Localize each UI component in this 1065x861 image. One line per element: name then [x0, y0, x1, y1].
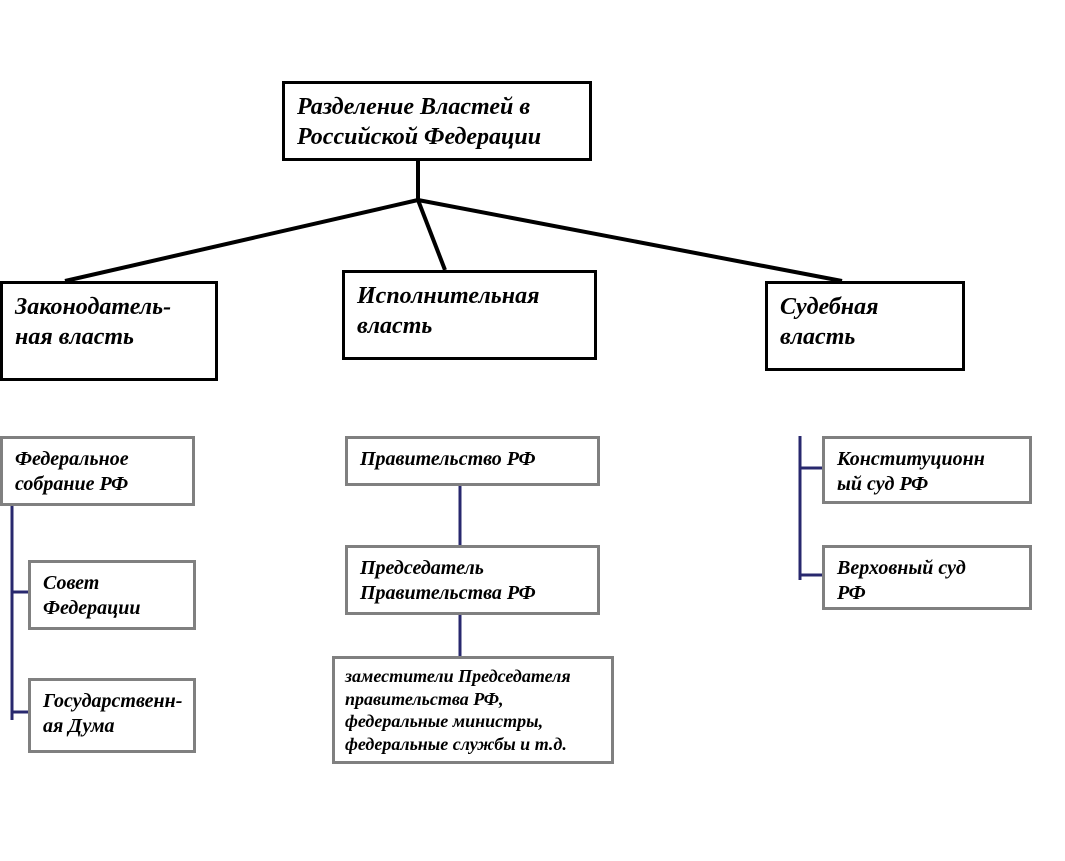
- executive-child-0: Правительство РФ: [345, 436, 600, 486]
- legislative-child-1-label: СоветФедерации: [43, 571, 181, 621]
- branch-legislative: Законодатель-ная власть: [0, 281, 218, 381]
- judicial-child-0: Конституционный суд РФ: [822, 436, 1032, 504]
- branch-executive-label: Исполнительнаявласть: [357, 281, 582, 341]
- legislative-child-2-label: Государственн-ая Дума: [43, 689, 181, 739]
- legislative-child-1: СоветФедерации: [28, 560, 196, 630]
- executive-child-2: заместители Председателяправительства РФ…: [332, 656, 614, 764]
- executive-child-2-label: заместители Председателяправительства РФ…: [345, 665, 601, 755]
- legislative-child-0-label: Федеральноесобрание РФ: [15, 447, 180, 497]
- title-text: Разделение Властей вРоссийской Федерации: [297, 92, 577, 152]
- branch-judicial: Судебнаявласть: [765, 281, 965, 371]
- judicial-child-1: Верховный судРФ: [822, 545, 1032, 610]
- executive-child-0-label: Правительство РФ: [360, 447, 585, 472]
- branch-judicial-label: Судебнаявласть: [780, 292, 950, 352]
- judicial-child-1-label: Верховный судРФ: [837, 556, 1017, 606]
- title-box: Разделение Властей вРоссийской Федерации: [282, 81, 592, 161]
- executive-child-1-label: ПредседательПравительства РФ: [360, 556, 585, 606]
- branch-legislative-label: Законодатель-ная власть: [15, 292, 203, 352]
- legislative-child-0: Федеральноесобрание РФ: [0, 436, 195, 506]
- branch-executive: Исполнительнаявласть: [342, 270, 597, 360]
- legislative-child-2: Государственн-ая Дума: [28, 678, 196, 753]
- judicial-child-0-label: Конституционный суд РФ: [837, 447, 1017, 497]
- executive-child-1: ПредседательПравительства РФ: [345, 545, 600, 615]
